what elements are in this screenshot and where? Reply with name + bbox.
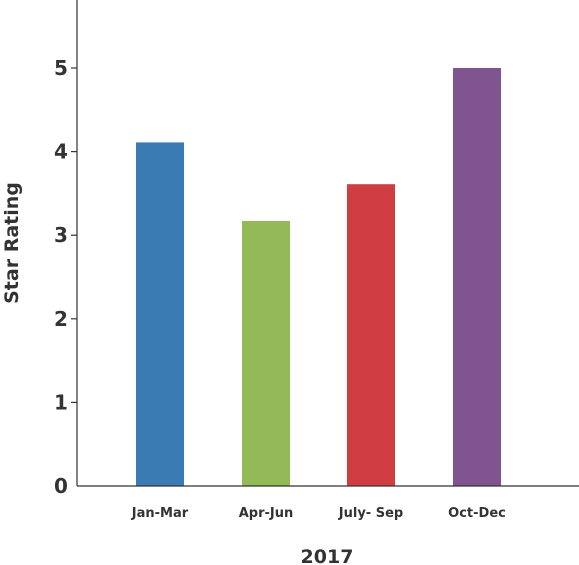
y-tick-label: 2 [54,307,68,331]
bar-july-sep [347,184,395,487]
bar-jan-mar [136,142,184,487]
x-category-label: Jan-Mar [131,506,189,521]
y-tick-label: 4 [54,140,68,164]
x-category-label: Apr-Jun [239,506,294,521]
y-tick-label: 1 [54,390,68,414]
y-tick-label: 5 [54,56,68,80]
x-axis-title: 2017 [301,546,354,565]
y-tick-label: 0 [54,474,68,498]
y-ticks-group: 0 1 2 3 4 5 [54,56,77,498]
bars-group [136,68,501,487]
bar-oct-dec [453,68,501,486]
x-labels-group: Jan-Mar Apr-Jun July- Sep Oct-Dec [131,506,506,521]
y-tick-label: 3 [54,223,68,247]
x-category-label: Oct-Dec [448,506,506,521]
x-category-label: July- Sep [338,506,403,521]
y-axis-title: Star Rating [1,182,23,304]
bar-apr-jun [242,220,290,486]
